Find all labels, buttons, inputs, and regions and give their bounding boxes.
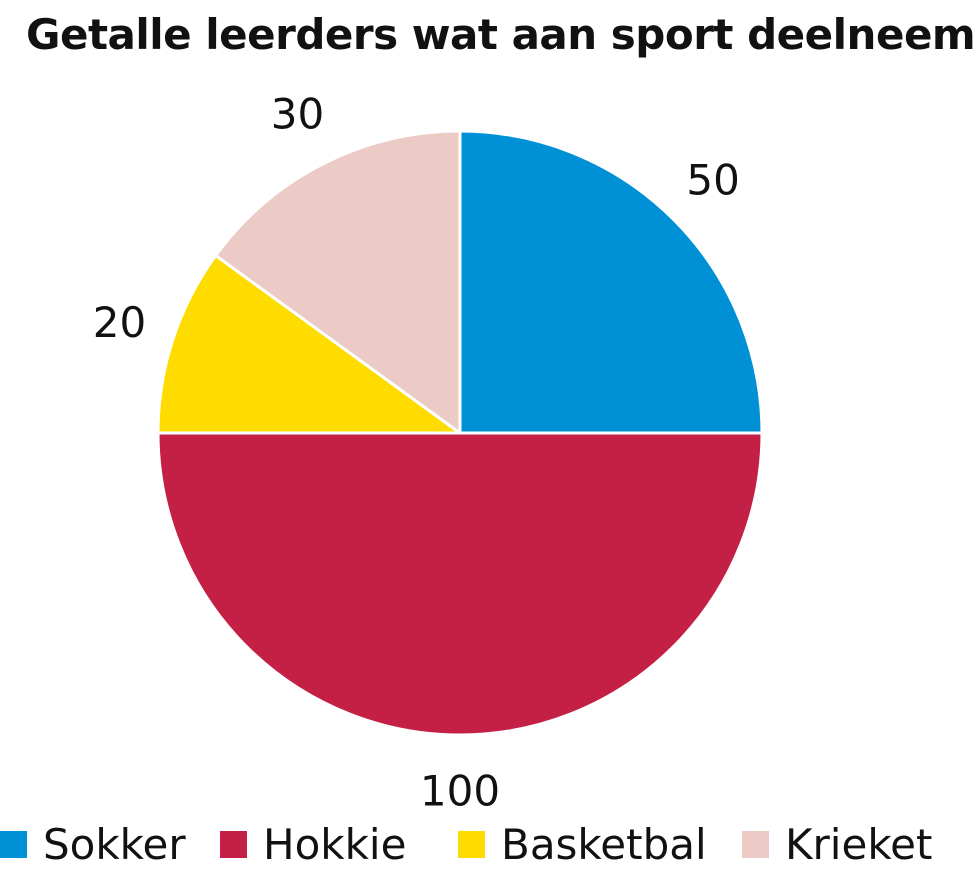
legend-item-sokker: Sokker (0, 818, 186, 870)
pie-slices (156, 129, 764, 737)
legend-item-basketbal: Basketbal (458, 818, 707, 870)
legend-label-hokkie: Hokkie (263, 819, 407, 869)
pie-slice-hokkie (156, 431, 764, 737)
data-label-basketbal: 20 (93, 298, 146, 347)
data-label-hokkie: 100 (420, 767, 500, 816)
pie-data-labels: 50 100 20 30 (93, 90, 740, 816)
legend-swatch-krieket (742, 830, 769, 858)
legend-swatch-sokker (0, 830, 27, 858)
legend-swatch-hokkie (220, 830, 247, 858)
legend-label-krieket: Krieket (785, 819, 933, 869)
pie-slice-basketbal (156, 253, 462, 435)
legend: Sokker Hokkie Basketbal Krieket (0, 818, 980, 870)
chart-title: Getalle leerders wat aan sport deelneem (26, 10, 976, 59)
legend-label-basketbal: Basketbal (501, 819, 707, 869)
data-label-sokker: 50 (686, 155, 739, 204)
legend-item-hokkie: Hokkie (220, 818, 406, 870)
pie-slice-sokker (458, 129, 764, 435)
data-label-krieket: 30 (271, 90, 324, 139)
pie-slice-krieket (214, 129, 462, 435)
legend-label-sokker: Sokker (43, 819, 186, 869)
legend-item-krieket: Krieket (742, 818, 932, 870)
legend-swatch-basketbal (458, 830, 485, 858)
